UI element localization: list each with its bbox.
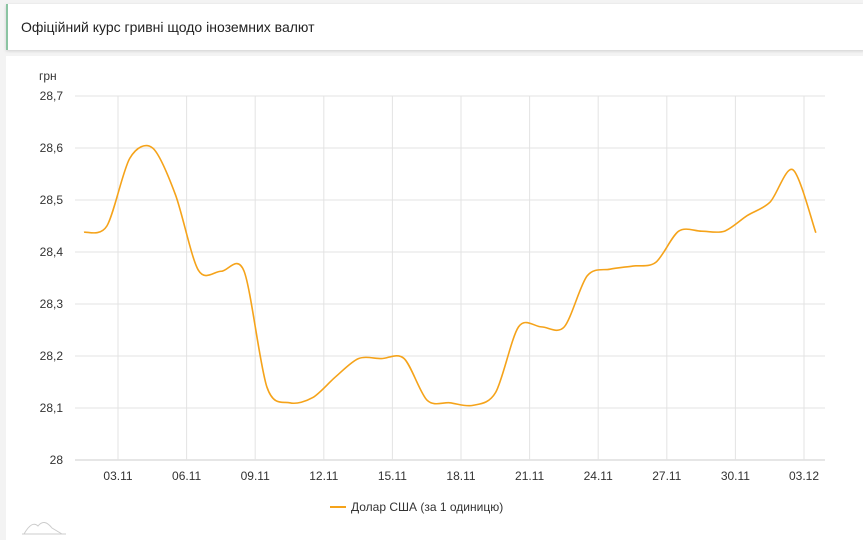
legend-label: Долар США (за 1 одиницю): [351, 500, 504, 514]
x-tick-label: 09.11: [241, 469, 270, 483]
page-header: Офіційний курс гривні щодо іноземних вал…: [6, 4, 863, 50]
y-tick-label: 28,7: [40, 89, 64, 103]
data-point-24.11[interactable]: [604, 263, 616, 275]
y-tick-label: 28,4: [40, 245, 64, 259]
data-point-01.11[interactable]: [78, 226, 90, 238]
y-axis-label: грн: [39, 69, 57, 83]
data-point-23.11[interactable]: [581, 270, 593, 282]
data-point-07.11[interactable]: [215, 265, 227, 277]
x-tick-label: 24.11: [584, 469, 613, 483]
chart-card: [6, 56, 863, 540]
data-point-11.11[interactable]: [307, 392, 319, 404]
data-point-30.11[interactable]: [741, 210, 753, 222]
data-point-16.11[interactable]: [421, 394, 433, 406]
x-tick-label: 06.11: [172, 469, 201, 483]
x-tick-label: 18.11: [446, 469, 475, 483]
y-tick-label: 28,2: [40, 349, 64, 363]
data-point-15.11[interactable]: [398, 353, 410, 365]
data-point-10.11[interactable]: [284, 397, 296, 409]
x-tick-label: 30.11: [721, 469, 750, 483]
logo-icon: [22, 522, 66, 535]
data-point-27.11[interactable]: [673, 225, 685, 237]
data-point-06.11[interactable]: [192, 264, 204, 276]
data-point-08.11[interactable]: [238, 265, 250, 277]
data-point-03.12[interactable]: [810, 227, 822, 239]
data-point-17.11[interactable]: [444, 397, 456, 409]
data-point-26.11[interactable]: [650, 256, 662, 268]
data-point-14.11[interactable]: [375, 353, 387, 365]
legend-swatch: [330, 506, 346, 508]
y-tick-label: 28,5: [40, 193, 64, 207]
data-point-20.11[interactable]: [513, 321, 525, 333]
data-point-21.11[interactable]: [535, 321, 547, 333]
data-point-02.11[interactable]: [101, 220, 113, 232]
data-point-22.11[interactable]: [558, 321, 570, 333]
data-point-12.11[interactable]: [330, 371, 342, 383]
x-tick-label: 15.11: [378, 469, 407, 483]
legend-item-usd[interactable]: Долар США (за 1 одиницю): [330, 500, 503, 514]
data-point-25.11[interactable]: [627, 260, 639, 272]
x-tick-label: 12.11: [309, 469, 338, 483]
data-point-04.11[interactable]: [147, 142, 159, 154]
data-point-02.12[interactable]: [787, 164, 799, 176]
y-tick-label: 28,1: [40, 401, 64, 415]
data-point-09.11[interactable]: [261, 381, 273, 393]
data-point-29.11[interactable]: [718, 225, 730, 237]
data-point-28.11[interactable]: [695, 225, 707, 237]
x-tick-label: 21.11: [515, 469, 544, 483]
data-point-19.11[interactable]: [490, 386, 502, 398]
data-point-18.11[interactable]: [467, 399, 479, 411]
y-tick-label: 28,6: [40, 141, 64, 155]
x-tick-label: 03.11: [103, 469, 132, 483]
x-tick-label: 27.11: [652, 469, 681, 483]
data-point-01.12[interactable]: [764, 196, 776, 208]
y-tick-label: 28,3: [40, 297, 64, 311]
y-tick-label: 28: [50, 453, 64, 467]
x-tick-label: 03.12: [789, 469, 819, 483]
data-point-03.11[interactable]: [124, 152, 136, 164]
data-point-05.11[interactable]: [169, 189, 181, 201]
page-title: Офіційний курс гривні щодо іноземних вал…: [21, 19, 315, 35]
data-point-13.11[interactable]: [352, 353, 364, 365]
series-line-usd[interactable]: [83, 144, 817, 407]
